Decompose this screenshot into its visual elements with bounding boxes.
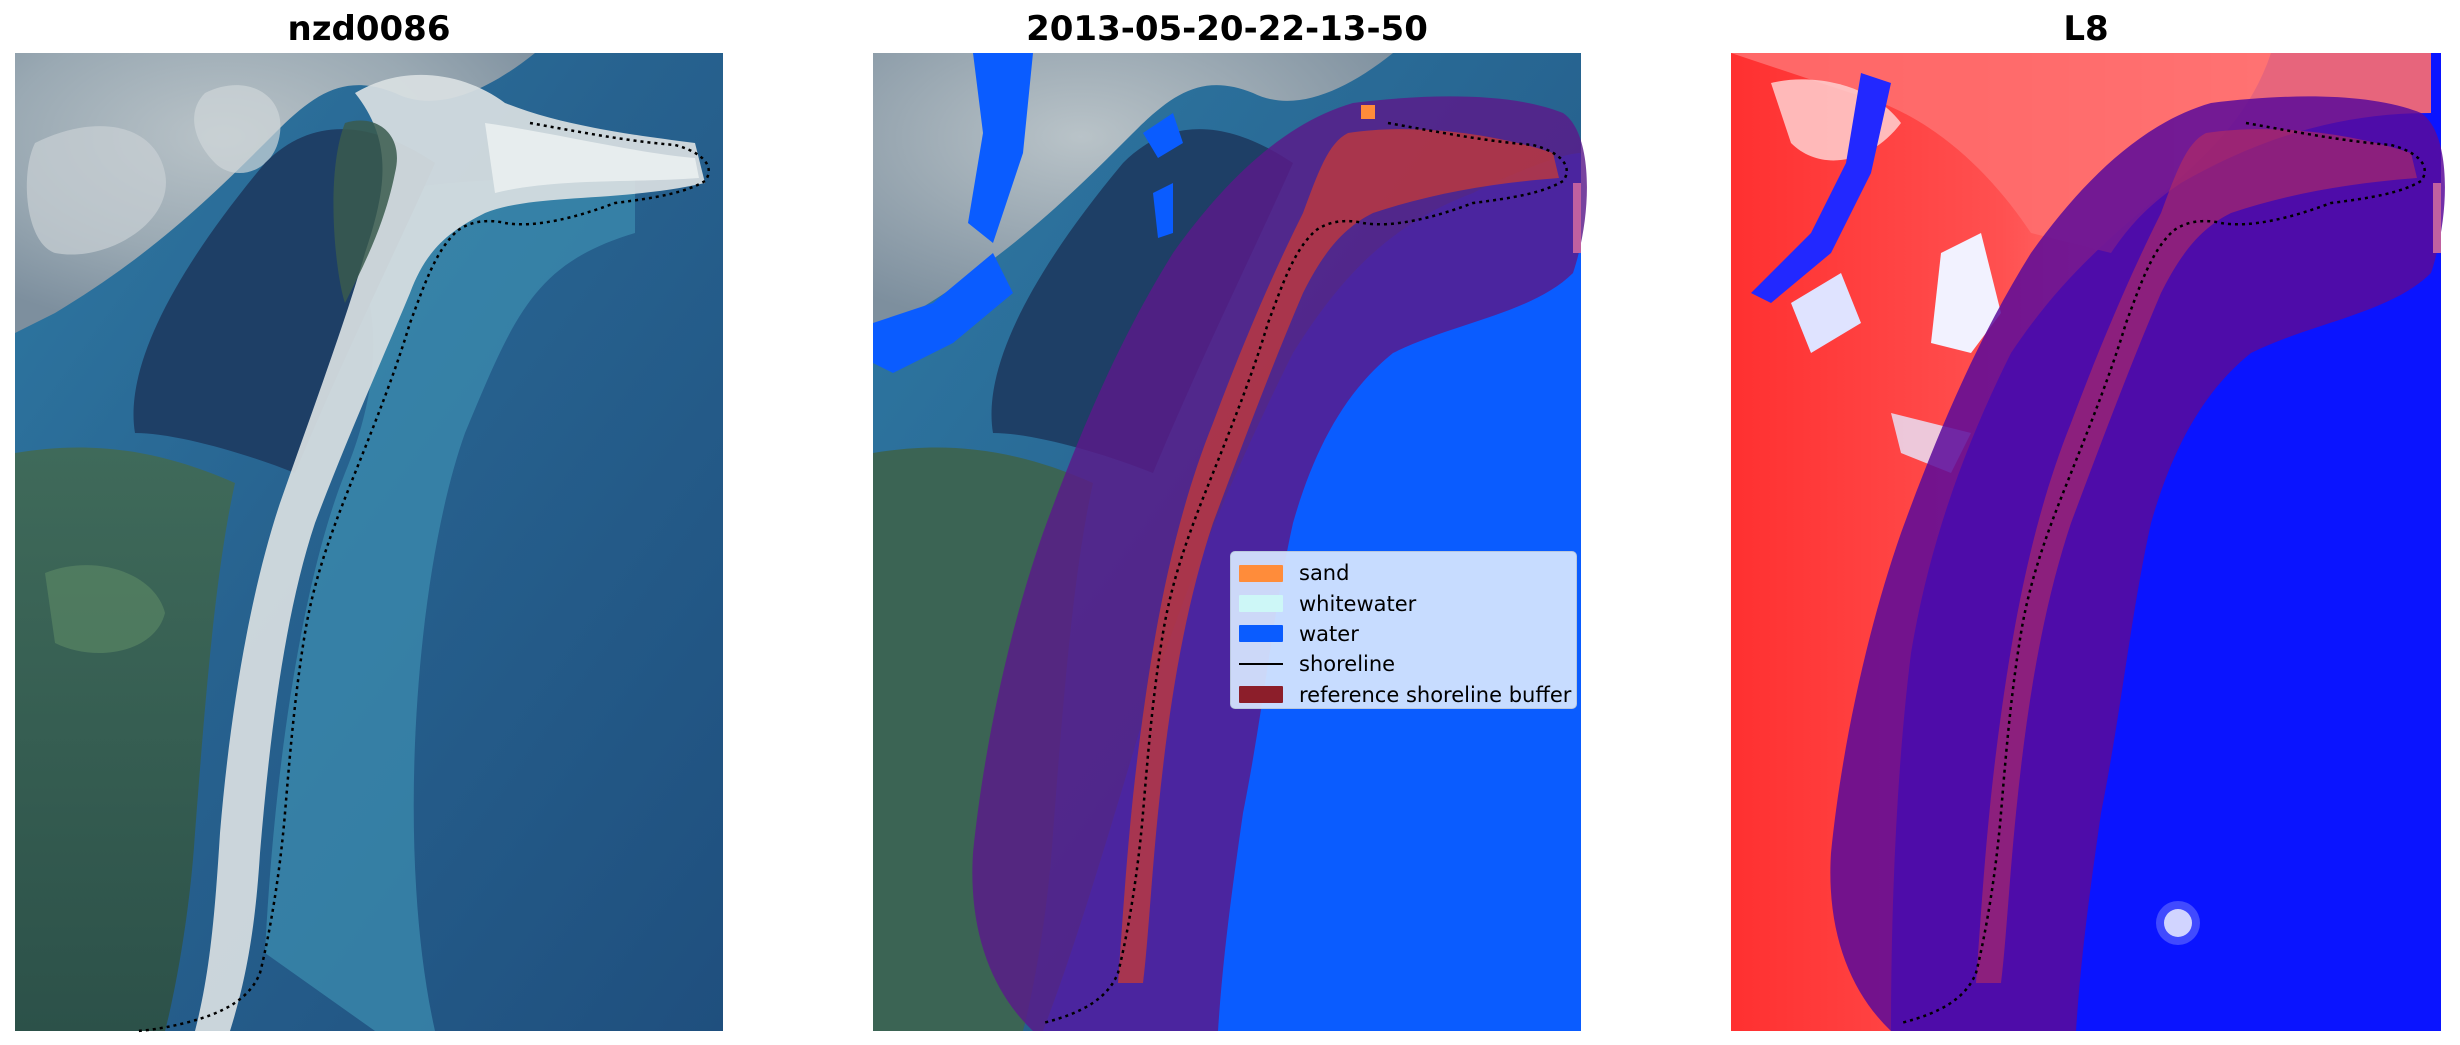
legend-item-whitewater: whitewater [1231,588,1576,618]
whitewater-swatch [1239,595,1283,613]
legend-label: water [1299,621,1359,646]
shoreline [1900,121,2426,1025]
shoreline-line-swatch [1239,663,1283,666]
sand-swatch [1239,564,1283,582]
legend-label: reference shoreline buffer [1299,682,1572,707]
legend-item-buffer: reference shoreline buffer [1231,680,1576,710]
legend-item-shoreline: shoreline [1231,649,1576,679]
l8-index-image [1731,53,2445,1031]
panel-title-rgb: nzd0086 [287,9,451,49]
legend: sand whitewater water shoreline referenc… [1230,551,1577,709]
panel-title-classification: 2013-05-20-22-13-50 [1026,9,1428,49]
shoreline [1042,121,1568,1025]
classification-map [873,53,1587,1031]
panel-title-index: L8 [2063,9,2109,49]
reference-shoreline-buffer [1830,96,2445,1031]
legend-item-sand: sand [1231,558,1576,588]
legend-label: shoreline [1299,652,1396,677]
water-swatch [1239,625,1283,643]
rgb-satellite-image [15,53,723,1033]
buffer-swatch [1239,686,1283,704]
legend-label: whitewater [1299,591,1417,616]
legend-item-water: water [1231,619,1576,649]
legend-label: sand [1299,561,1350,586]
